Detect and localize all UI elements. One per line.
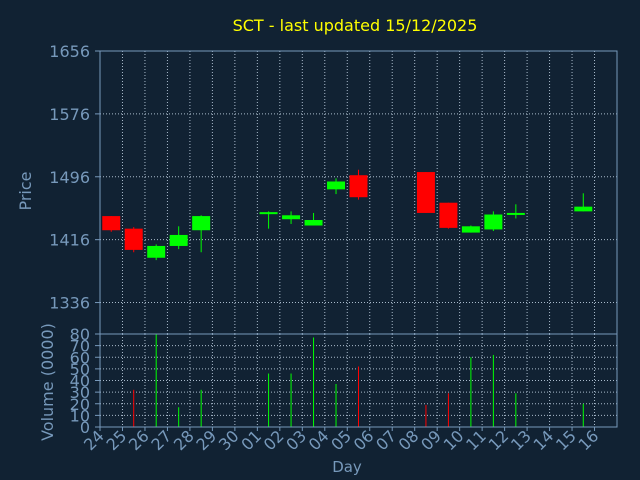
price-tick-label: 1576 [49,105,90,124]
candle [416,172,435,213]
candle-body [124,228,143,250]
price-tick-label: 1336 [49,294,90,313]
candle-body [192,216,211,231]
candle-body [506,212,525,215]
candle [282,211,301,224]
candle [327,178,346,195]
volume-tick-label: 0 [80,418,90,437]
volume-tick-label: 50 [70,360,90,379]
volume-tick-label: 80 [70,325,90,344]
candle-body [461,226,480,233]
candle-body [439,202,458,228]
candle [506,204,525,219]
candle [304,212,323,226]
price-tick-label: 1496 [49,168,90,187]
candle-body [102,216,121,231]
volume-tick-label: 40 [70,372,90,391]
candle-body [484,214,503,230]
price-tick-label: 1656 [49,42,90,61]
volume-tick-label: 60 [70,348,90,367]
price-axis-label: Price [16,171,35,210]
volume-tick-label: 10 [70,406,90,425]
candle [349,169,368,200]
day-tick-label: 16 [575,426,603,454]
price-tick-label: 1416 [49,231,90,250]
candle-body [574,206,593,212]
candle-body [327,181,346,190]
volume-tick-label: 70 [70,337,90,356]
chart-title: SCT - last updated 15/12/2025 [233,16,478,35]
candle [124,227,143,253]
candle [574,193,593,212]
candle-body [304,220,323,226]
volume-panel: 0102030405060708024252627282930010203040… [70,325,618,454]
volume-tick-label: 30 [70,383,90,402]
candle [192,215,211,253]
price-panel: 1336 1416 1496 1576 1656 [49,42,618,335]
candle [102,216,121,232]
candle-body [416,172,435,213]
candle-body [169,234,188,246]
candle-body [349,175,368,198]
candle [461,225,480,233]
candle [147,244,166,261]
candle [484,211,503,232]
candle-body [259,212,278,215]
candle [439,202,458,229]
volume-tick-label: 20 [70,395,90,414]
volume-axis-label: Volume (0000) [38,323,57,441]
volume-panel-frame [99,333,618,428]
x-axis-label: Day [332,458,362,476]
candle-body [147,245,166,258]
candle-body [282,215,301,220]
candle [259,211,278,229]
candle [169,226,188,250]
